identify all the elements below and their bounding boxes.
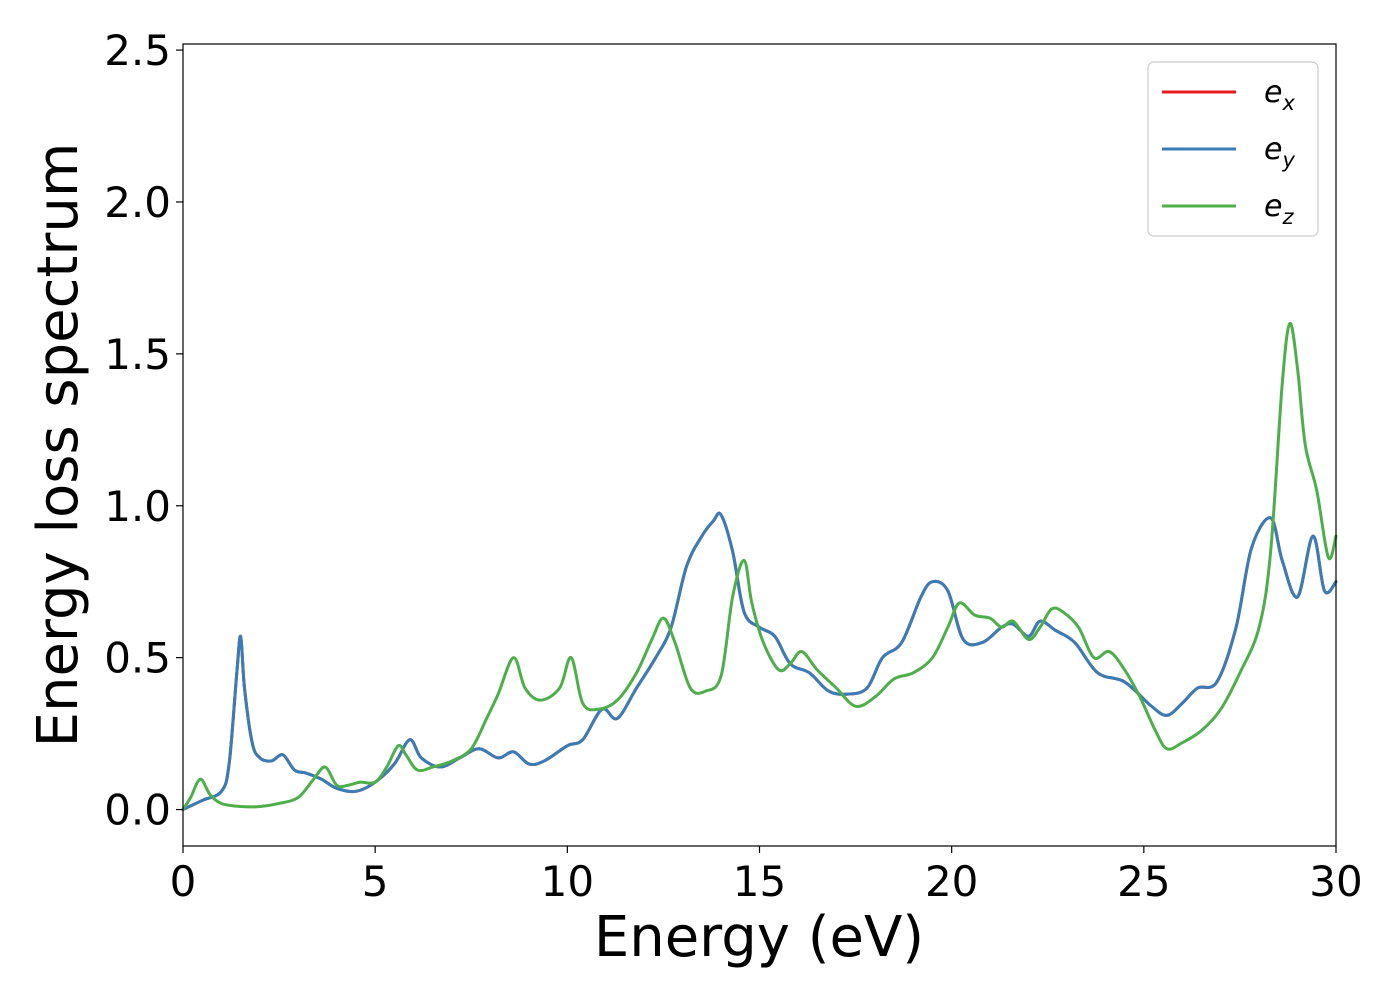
y-axis-ticks: 0.0 0.5 1.0 1.5 2.0 2.5	[104, 26, 183, 835]
y-tick-label: 1.5	[104, 330, 171, 379]
y-tick-label: 0.0	[104, 786, 171, 835]
x-tick-label: 20	[925, 857, 978, 906]
series-line-y	[181, 511, 1338, 812]
y-tick-label: 2.0	[104, 178, 171, 227]
x-tick-label: 30	[1309, 857, 1362, 906]
y-tick-label: 0.5	[104, 634, 171, 683]
series-line-z	[181, 321, 1338, 812]
legend-label-subscript: z	[1281, 205, 1294, 229]
y-tick-label: 2.5	[104, 26, 171, 75]
x-tick-label: 10	[541, 857, 594, 906]
x-tick-label: 5	[362, 857, 389, 906]
legend-label-y: ey	[1264, 132, 1295, 172]
y-axis-label: Energy loss spectrum	[26, 143, 91, 748]
legend-label-base: e	[1264, 132, 1282, 167]
x-tick-label: 25	[1117, 857, 1170, 906]
x-axis-label: Energy (eV)	[594, 905, 924, 970]
plot-background	[183, 44, 1336, 846]
legend-label-x: ex	[1264, 75, 1295, 115]
legend-label-z: ez	[1264, 189, 1294, 229]
series-layer	[181, 321, 1338, 812]
legend-label-subscript: x	[1281, 91, 1295, 115]
x-axis-ticks: 0 5 10 15 20 25 30	[170, 846, 1363, 906]
y-tick-label: 1.0	[104, 482, 171, 531]
x-tick-label: 0	[170, 857, 197, 906]
legend-label-base: e	[1264, 75, 1282, 110]
legend-label-subscript: y	[1281, 148, 1295, 172]
x-tick-label: 15	[733, 857, 786, 906]
legend-label-base: e	[1264, 189, 1282, 224]
